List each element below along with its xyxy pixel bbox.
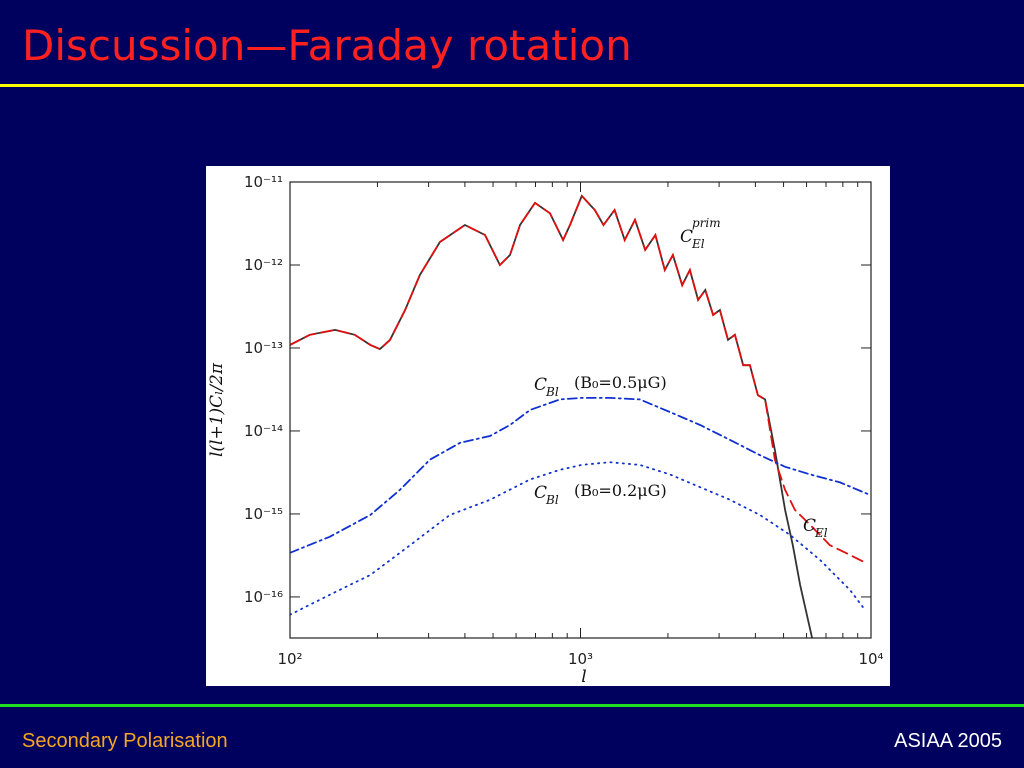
slide-title: Discussion—Faraday rotation (22, 21, 632, 70)
series-line (290, 194, 866, 564)
footer-left: Secondary Polarisation (22, 730, 228, 752)
annotation-base: C (534, 375, 547, 395)
series-line (290, 397, 871, 554)
annotation-sub: Bl (545, 493, 559, 507)
footer-right: ASIAA 2005 (894, 730, 1002, 752)
y-tick-label: 10⁻¹⁵ (244, 505, 283, 523)
x-axis-label: l (581, 667, 586, 687)
x-tick-label: 10⁴ (858, 650, 883, 668)
y-tick-label: 10⁻¹⁴ (244, 422, 283, 440)
annotation-text: (B₀=0.5μG) (574, 373, 667, 392)
x-tick-label: 10² (277, 650, 302, 668)
x-tick-label: 10³ (568, 650, 593, 668)
annotation-sup: prim (692, 216, 721, 230)
y-tick-label: 10⁻¹³ (244, 339, 283, 357)
y-axis-label: l(l+1)Cₗ/2π (207, 362, 227, 457)
annotation-sub: Bl (545, 385, 559, 399)
y-tick-label: 10⁻¹² (244, 256, 283, 274)
footer-rule (0, 704, 1024, 707)
chart-panel (206, 166, 890, 686)
annotation-sub: El (814, 526, 828, 540)
annotation-base: C (803, 516, 816, 536)
annotation-base: C (534, 483, 547, 503)
annotation-base: C (680, 227, 693, 247)
annotation-text: (B₀=0.2μG) (574, 481, 667, 500)
series-line (290, 461, 866, 616)
title-rule (0, 84, 1024, 87)
annotation-sub: El (691, 237, 705, 251)
y-tick-label: 10⁻¹¹ (244, 173, 283, 191)
y-tick-label: 10⁻¹⁶ (244, 588, 283, 606)
